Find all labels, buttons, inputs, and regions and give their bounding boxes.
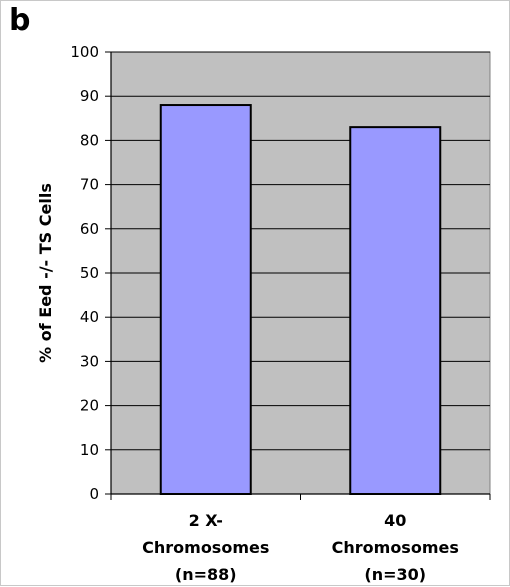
y-tick-label: 20 (80, 397, 99, 415)
x-category-label: Chromosomes (332, 538, 459, 557)
y-tick-label: 60 (80, 220, 99, 238)
y-tick-label: 80 (80, 131, 99, 149)
x-category-label: (n=88) (175, 565, 237, 584)
x-category-label: (n=30) (364, 565, 426, 584)
y-tick-label: 100 (70, 43, 99, 61)
x-category-label: Chromosomes (142, 538, 269, 557)
panel-label: b (9, 3, 31, 38)
bar-2 (349, 126, 442, 495)
y-tick-label: 0 (89, 485, 99, 503)
bar-1 (159, 104, 252, 495)
y-tick-label: 40 (80, 308, 99, 326)
y-tick-label: 70 (80, 176, 99, 194)
x-category-label: 2 X- (189, 511, 223, 530)
y-tick-label: 10 (80, 441, 99, 459)
x-category-label: 40 (384, 511, 406, 530)
y-tick-label: 50 (80, 264, 99, 282)
y-axis-label: % of Eed -/- TS Cells (36, 183, 55, 363)
y-tick-label: 30 (80, 352, 99, 370)
y-tick-label: 90 (80, 87, 99, 105)
